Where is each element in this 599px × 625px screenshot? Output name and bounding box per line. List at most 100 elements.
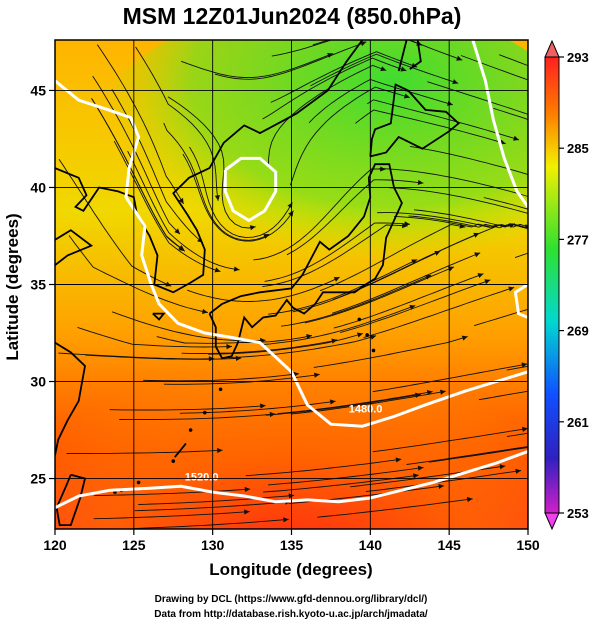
streamline bbox=[93, 511, 250, 520]
streamline-arrow bbox=[515, 468, 522, 474]
x-axis-ticks: 120 125 130 135 140 145 150 bbox=[43, 529, 540, 553]
streamline-arrow bbox=[174, 228, 181, 235]
island bbox=[202, 410, 207, 415]
streamline-arrow bbox=[513, 135, 520, 141]
streamline bbox=[394, 215, 528, 229]
credit-line-1: Drawing by DCL (https://www.gfd-dennou.o… bbox=[155, 594, 428, 605]
streamline bbox=[66, 449, 223, 454]
contour-line bbox=[55, 79, 528, 428]
streamline-arrow bbox=[288, 210, 294, 217]
streamline bbox=[262, 57, 407, 120]
streamline bbox=[317, 498, 473, 518]
island bbox=[218, 387, 223, 392]
streamline-arrow bbox=[484, 279, 491, 285]
streamline bbox=[167, 96, 256, 229]
cool-region bbox=[78, 40, 528, 324]
streamline-arrow bbox=[521, 362, 528, 368]
streamline bbox=[127, 150, 240, 271]
y-axis-label: Latitude (degrees) bbox=[3, 213, 22, 360]
streamline bbox=[289, 86, 410, 186]
figure-title: MSM 12Z01Jun2024 (850.0hPa) bbox=[123, 3, 462, 29]
streamline bbox=[427, 81, 528, 115]
streamline-arrow bbox=[331, 338, 338, 344]
coastline bbox=[55, 473, 87, 526]
x-tick-label: 145 bbox=[437, 537, 461, 553]
contour-label: 1520.0 bbox=[185, 471, 219, 483]
streamline bbox=[363, 286, 515, 339]
colorbar-ticks: 293 285 277 269 261 253 bbox=[559, 50, 589, 521]
streamline-arrow bbox=[409, 304, 416, 310]
colorbar-tick-label: 293 bbox=[567, 50, 589, 65]
streamline-arrow bbox=[400, 66, 407, 72]
x-axis-label: Longitude (degrees) bbox=[209, 560, 372, 579]
streamline bbox=[367, 99, 520, 141]
streamline bbox=[365, 470, 522, 493]
streamline bbox=[312, 40, 463, 61]
streamline bbox=[221, 335, 377, 359]
colorbar-bottom-cap bbox=[544, 512, 560, 531]
streamline bbox=[355, 109, 506, 145]
streamline-arrow bbox=[201, 308, 208, 314]
streamline bbox=[268, 259, 418, 315]
streamline-arrow bbox=[452, 79, 459, 85]
streamline bbox=[281, 274, 432, 327]
coastline bbox=[55, 341, 86, 456]
streamline bbox=[189, 146, 293, 239]
contour-line bbox=[223, 156, 278, 223]
streamline bbox=[96, 44, 184, 205]
streamline-arrow bbox=[269, 411, 276, 418]
credit-line-2: Data from http://database.rish.kyoto-u.a… bbox=[154, 609, 428, 620]
streamline-arrow bbox=[329, 399, 336, 405]
streamline-arrow bbox=[356, 332, 363, 338]
streamline-arrow bbox=[244, 486, 251, 493]
streamline-arrow bbox=[263, 234, 270, 239]
streamline bbox=[163, 122, 270, 241]
streamline bbox=[208, 333, 364, 355]
streamline-arrow bbox=[522, 426, 528, 432]
streamline bbox=[483, 197, 528, 210]
streamline bbox=[264, 222, 411, 282]
streamline bbox=[109, 405, 266, 411]
streamline-arrow bbox=[306, 334, 313, 340]
streamline bbox=[413, 209, 528, 229]
streamline-arrow bbox=[461, 335, 468, 341]
streamline-arrow bbox=[214, 195, 220, 201]
streamline-arrow bbox=[226, 344, 232, 350]
streamline bbox=[262, 305, 416, 345]
streamline-arrow bbox=[537, 214, 543, 219]
streamline-arrow bbox=[249, 225, 256, 231]
coastline bbox=[55, 40, 364, 294]
streamline bbox=[372, 428, 528, 453]
streamline-arrow bbox=[477, 273, 484, 279]
streamline-arrow bbox=[466, 496, 473, 503]
y-tick-label: 35 bbox=[30, 277, 46, 293]
streamline-arrow bbox=[214, 267, 221, 273]
streamline-arrow bbox=[508, 286, 515, 292]
y-tick-label: 45 bbox=[30, 82, 46, 98]
island bbox=[136, 480, 141, 485]
streamline bbox=[91, 97, 185, 251]
streamline bbox=[308, 79, 454, 124]
streamline-arrow bbox=[314, 372, 320, 378]
streamline bbox=[85, 354, 242, 360]
lat-lon-grid bbox=[55, 40, 528, 529]
streamline bbox=[143, 373, 300, 382]
streamline bbox=[473, 308, 528, 327]
island bbox=[365, 333, 369, 337]
streamline-arrow bbox=[434, 250, 441, 256]
x-tick-label: 140 bbox=[359, 537, 383, 553]
streamline bbox=[267, 467, 424, 486]
x-tick-label: 125 bbox=[122, 537, 146, 553]
y-tick-label: 40 bbox=[30, 179, 46, 195]
streamline bbox=[428, 446, 528, 463]
coastline bbox=[409, 40, 422, 70]
streamline-arrow bbox=[244, 509, 250, 515]
colorbar-tick-label: 253 bbox=[567, 506, 589, 521]
streamline-arrow bbox=[572, 127, 578, 132]
streamline bbox=[304, 266, 455, 324]
streamline-arrow bbox=[402, 223, 408, 229]
streamline-arrow bbox=[499, 464, 506, 470]
streamline bbox=[493, 107, 528, 120]
streamline-arrow bbox=[178, 197, 184, 204]
streamline-arrow bbox=[380, 66, 387, 72]
